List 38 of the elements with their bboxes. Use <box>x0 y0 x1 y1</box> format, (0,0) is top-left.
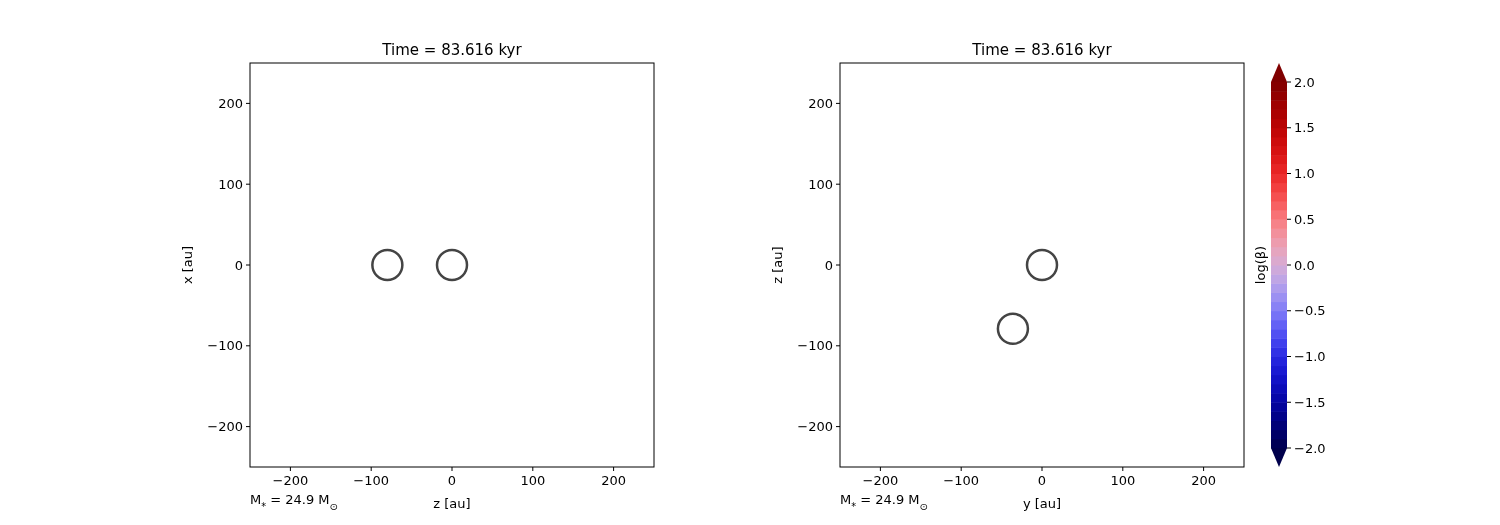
y-tick-label: 100 <box>808 176 833 192</box>
y-tick-label: −200 <box>797 419 833 435</box>
x-tick-label: 100 <box>520 473 546 488</box>
y-axis-title: x [au] <box>180 245 195 285</box>
text: M$_{*}$ = 24.9 M$_{⊙}$ <box>250 492 338 512</box>
x-tick-label: 200 <box>601 473 627 488</box>
y-tick-label: 0 <box>234 257 243 273</box>
x-tick-label: 100 <box>1110 473 1136 488</box>
x-tick-label: 0 <box>447 473 457 488</box>
color-bar-label: −1.5 <box>1294 394 1326 410</box>
color-bar-label: 1.0 <box>1294 166 1315 182</box>
text: M$_{*}$ = 24.9 M$_{⊙}$ <box>840 492 928 512</box>
x-tick-label: −200 <box>272 473 309 488</box>
y-tick-label: −100 <box>207 338 243 354</box>
color-bar-label: 1.5 <box>1294 120 1315 136</box>
y-axis-title: z [au] <box>770 246 785 284</box>
chart-title: Time = 83.616 kyr <box>381 41 523 59</box>
color-bar-title: log(β) <box>1253 245 1268 285</box>
y-tick-label: −100 <box>797 338 833 354</box>
y-tick-label: 100 <box>218 176 243 192</box>
color-bar-label: 2.0 <box>1294 74 1315 90</box>
color-bar-label: 0.5 <box>1294 211 1315 227</box>
color-bar-label: −2.0 <box>1294 440 1326 456</box>
y-tick-label: 200 <box>808 95 833 111</box>
y-tick-label: 200 <box>218 95 243 111</box>
y-tick-label: −200 <box>207 419 243 435</box>
x-tick-label: −100 <box>943 473 980 488</box>
x-tick-label: 200 <box>1191 473 1217 488</box>
color-bar-label: 0.0 <box>1294 257 1315 273</box>
y-tick-label: 0 <box>824 257 833 273</box>
x-axis-title: y [au] <box>1022 496 1062 511</box>
color-bar-label: −0.5 <box>1294 303 1326 319</box>
x-tick-label: −100 <box>353 473 390 488</box>
x-tick-label: 0 <box>1037 473 1047 488</box>
chart-title: Time = 83.616 kyr <box>971 41 1113 59</box>
x-tick-label: −200 <box>862 473 899 488</box>
color-bar-label: −1.0 <box>1294 349 1326 365</box>
x-axis-title: z [au] <box>433 496 471 511</box>
